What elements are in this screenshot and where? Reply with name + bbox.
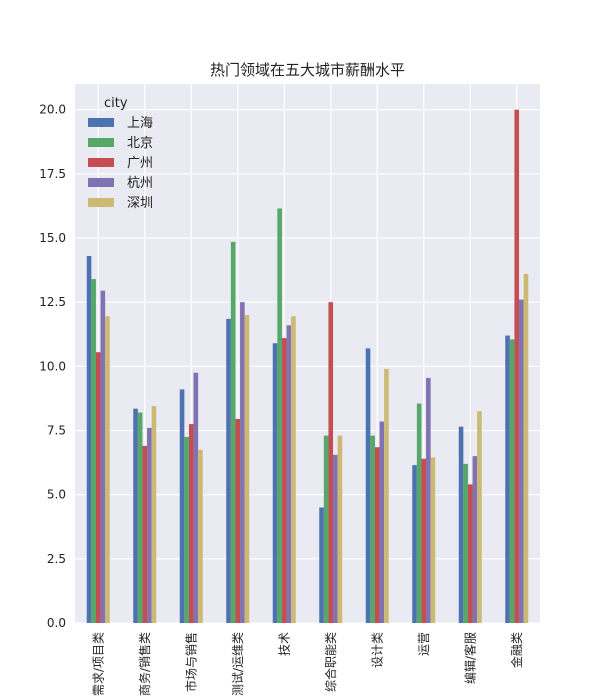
bar (179, 389, 185, 623)
bar (272, 343, 278, 623)
legend-label: 上海 (127, 116, 153, 131)
y-tick-label: 12.5 (39, 295, 66, 309)
bar (509, 339, 515, 623)
x-tick-label: 运营 (417, 632, 431, 656)
bar (421, 458, 427, 623)
y-tick-label: 20.0 (39, 103, 66, 117)
x-tick-label: 市场与销售 (183, 632, 198, 692)
bar (281, 338, 287, 623)
bar (91, 279, 96, 623)
bar (95, 352, 101, 623)
bar (198, 449, 203, 623)
x-tick-label: 测试/运维类 (230, 632, 245, 696)
bar (240, 302, 245, 623)
bar (426, 377, 431, 623)
y-tick-label: 17.5 (39, 167, 66, 181)
bar (100, 290, 106, 623)
bar (365, 348, 371, 623)
bar (188, 424, 194, 623)
bar (244, 315, 250, 623)
bar (458, 426, 464, 623)
bar (477, 411, 482, 623)
legend-swatch (88, 158, 114, 167)
legend-swatch (88, 198, 114, 207)
bar (384, 368, 389, 623)
bar (193, 372, 199, 623)
bar (105, 316, 110, 623)
bar (286, 325, 292, 623)
bar (230, 241, 236, 623)
x-tick-label: 技术 (277, 632, 291, 656)
bar (463, 463, 468, 623)
bar (514, 109, 520, 623)
bar (137, 412, 143, 623)
legend-label: 北京 (127, 136, 153, 151)
y-tick-label: 5.0 (47, 488, 66, 502)
bar (374, 447, 380, 623)
bar (277, 208, 282, 623)
bar (323, 435, 329, 623)
bar (519, 299, 524, 623)
x-tick-label: 综合职能类 (323, 632, 338, 692)
bar (505, 335, 510, 623)
bar (133, 408, 138, 623)
x-tick-label: 编辑/客服 (462, 632, 477, 684)
x-tick-label: 需求/项目类 (91, 632, 105, 696)
bar (416, 403, 422, 623)
bar (235, 418, 241, 623)
bar (523, 273, 529, 623)
x-tick-label: 商务/销售类 (137, 632, 152, 696)
bar (291, 316, 296, 623)
y-tick-label: 7.5 (47, 424, 66, 438)
legend-swatch (88, 178, 114, 187)
bar (467, 484, 473, 623)
bar (142, 445, 148, 623)
legend-label: 杭州 (127, 176, 153, 191)
bar (412, 465, 417, 623)
legend-swatch (88, 138, 114, 147)
legend-label: 广州 (127, 156, 153, 171)
y-tick-label: 2.5 (47, 552, 66, 566)
bar (370, 435, 375, 623)
chart-title: 热门领域在五大城市薪酬水平 (210, 61, 405, 79)
y-axis-ticks: 0.0 2.5 5.0 7.5 10.0 12.5 15.0 17.5 20.0 (39, 103, 66, 630)
bar (147, 427, 152, 623)
bar (337, 435, 343, 623)
bar (379, 421, 385, 623)
bar (328, 302, 334, 623)
bar (151, 406, 157, 623)
bar (184, 436, 189, 623)
bar (226, 318, 231, 623)
legend-title: city (104, 96, 128, 111)
y-tick-label: 10.0 (39, 359, 66, 373)
bar (430, 457, 436, 623)
x-tick-label: 设计类 (370, 632, 384, 668)
y-tick-label: 0.0 (47, 616, 66, 630)
bar (333, 454, 338, 623)
bar (472, 456, 478, 623)
bars (86, 109, 529, 623)
y-tick-label: 15.0 (39, 231, 66, 245)
x-tick-label: 金融类 (509, 632, 524, 668)
bar (319, 507, 324, 623)
bar (86, 255, 92, 623)
x-axis-ticks: 需求/项目类 商务/销售类 市场与销售 测试/运维类 技术 综合职能类 设计类 运营 编辑/客服… (91, 632, 524, 696)
legend-swatch (88, 118, 114, 127)
legend-label: 深圳 (127, 196, 153, 211)
